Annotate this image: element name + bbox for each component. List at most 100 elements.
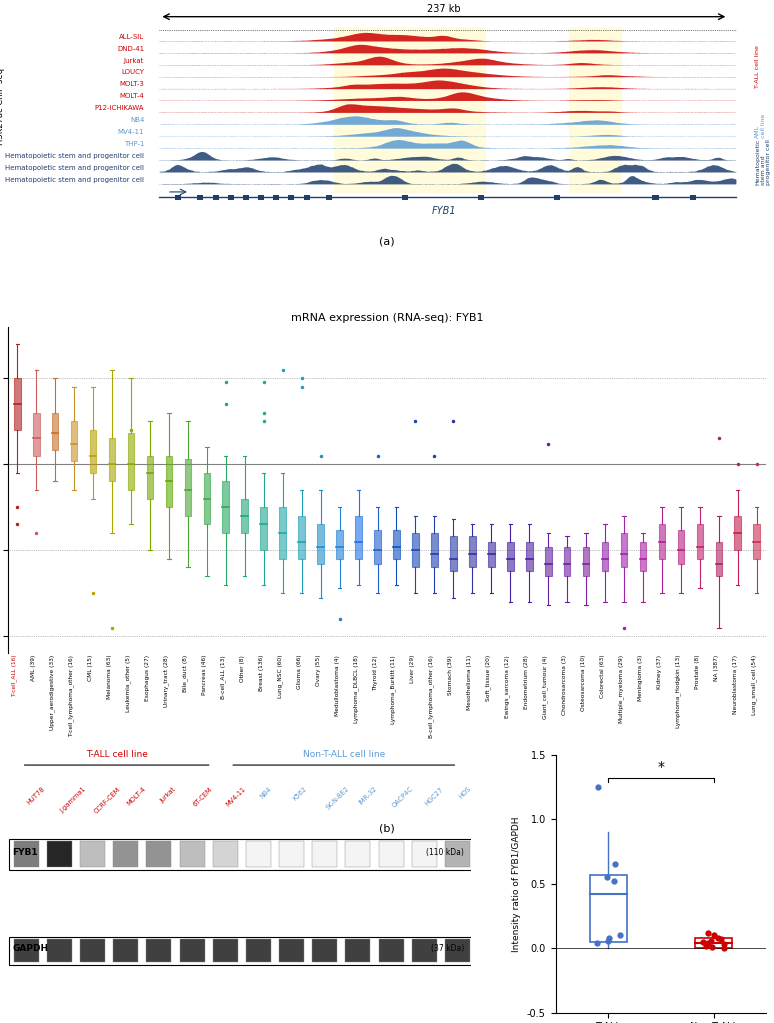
Text: J.gamma1: J.gamma1 [60, 786, 87, 813]
Bar [273, 194, 279, 199]
Bar [445, 939, 470, 963]
Text: FYB1: FYB1 [12, 848, 38, 857]
Bar [445, 841, 470, 866]
Text: LOUCY: LOUCY [122, 70, 144, 76]
Text: DND-41: DND-41 [117, 46, 144, 51]
Bar [402, 194, 408, 199]
Text: (a): (a) [379, 236, 395, 246]
Bar [204, 473, 211, 525]
Bar [246, 841, 271, 866]
Bar [213, 841, 238, 866]
Bar [659, 525, 666, 559]
Bar [554, 194, 560, 199]
Bar [563, 546, 570, 576]
Text: IMR-32: IMR-32 [358, 786, 378, 806]
Bar [345, 939, 371, 963]
Bar [146, 841, 171, 866]
Bar [14, 841, 39, 866]
Text: T-ALL cell line: T-ALL cell line [755, 45, 760, 88]
Title: mRNA expression (RNA-seq): FYB1: mRNA expression (RNA-seq): FYB1 [291, 313, 483, 323]
Text: (b): (b) [379, 824, 395, 834]
Bar [317, 525, 324, 564]
Bar [260, 507, 267, 550]
Bar [715, 541, 722, 576]
Text: FYB1: FYB1 [432, 206, 456, 216]
Text: ALL-SIL: ALL-SIL [119, 34, 144, 40]
Text: MV4-11: MV4-11 [225, 786, 247, 807]
Text: P12-ICHIKAWA: P12-ICHIKAWA [94, 105, 144, 112]
Text: 6T-CEM: 6T-CEM [192, 786, 214, 807]
Text: (37 kDa): (37 kDa) [431, 944, 464, 952]
Bar [621, 533, 628, 568]
Bar [146, 455, 153, 498]
Text: Non-T-ALL cell line: Non-T-ALL cell line [303, 750, 385, 759]
Bar [378, 841, 403, 866]
Bar [90, 430, 97, 473]
Bar [180, 841, 204, 866]
Bar [412, 533, 419, 568]
Text: Hematopoietic stem and progenitor cell: Hematopoietic stem and progenitor cell [5, 152, 144, 159]
Text: MOLT-3: MOLT-3 [119, 82, 144, 87]
Bar [213, 194, 218, 199]
Bar [601, 541, 608, 571]
Bar [753, 525, 760, 559]
Bar [80, 841, 105, 866]
Bar [166, 455, 173, 507]
Text: NB4: NB4 [130, 117, 144, 123]
Text: THP-1: THP-1 [124, 141, 144, 147]
Bar [108, 439, 115, 482]
Bar [569, 28, 622, 193]
Bar [197, 194, 204, 199]
Bar [450, 536, 457, 571]
Bar [47, 939, 72, 963]
Bar [213, 939, 238, 963]
Text: (110 kDa): (110 kDa) [426, 848, 464, 857]
Bar [374, 530, 381, 564]
Text: *: * [657, 760, 664, 774]
Text: K562: K562 [292, 786, 308, 802]
Bar [146, 939, 171, 963]
Bar [345, 841, 371, 866]
Bar [279, 841, 304, 866]
Text: 237 kb: 237 kb [427, 4, 461, 14]
Bar [241, 498, 248, 533]
Bar [412, 939, 437, 963]
Bar [279, 507, 286, 559]
Bar [113, 939, 139, 963]
Bar [258, 194, 264, 199]
Bar [52, 412, 59, 450]
Bar [639, 541, 646, 571]
Text: NB4: NB4 [259, 786, 272, 800]
Text: OACP4C: OACP4C [391, 786, 414, 809]
Bar [336, 530, 343, 559]
Bar [469, 536, 476, 568]
Text: T-ALL cell line: T-ALL cell line [86, 750, 148, 759]
Bar [393, 530, 400, 559]
Bar [184, 459, 191, 516]
Bar [9, 839, 474, 870]
Bar [70, 421, 77, 460]
Bar [488, 541, 495, 568]
Bar [583, 546, 590, 576]
Bar [695, 938, 732, 948]
Bar [677, 530, 684, 564]
Text: CCRF-CEM: CCRF-CEM [93, 786, 122, 814]
Bar [14, 939, 39, 963]
Bar [478, 194, 484, 199]
Bar [412, 841, 437, 866]
Text: AML
cell line: AML cell line [755, 115, 765, 138]
Text: Hematopoietic stem and progenitor cell: Hematopoietic stem and progenitor cell [5, 165, 144, 171]
Bar [652, 194, 659, 199]
Bar [327, 194, 332, 199]
Text: SK-N-BE2: SK-N-BE2 [325, 786, 350, 811]
Bar [507, 541, 514, 571]
Bar [378, 939, 403, 963]
Text: HUT78: HUT78 [26, 786, 46, 806]
Text: HOS: HOS [457, 786, 471, 800]
Bar [246, 939, 271, 963]
Bar [735, 516, 741, 550]
Text: H3K27ac ChIP-seq: H3K27ac ChIP-seq [0, 69, 5, 145]
Text: Hematopoietic stem and progenitor cell: Hematopoietic stem and progenitor cell [5, 177, 144, 183]
Bar [697, 525, 704, 559]
Bar [47, 841, 72, 866]
